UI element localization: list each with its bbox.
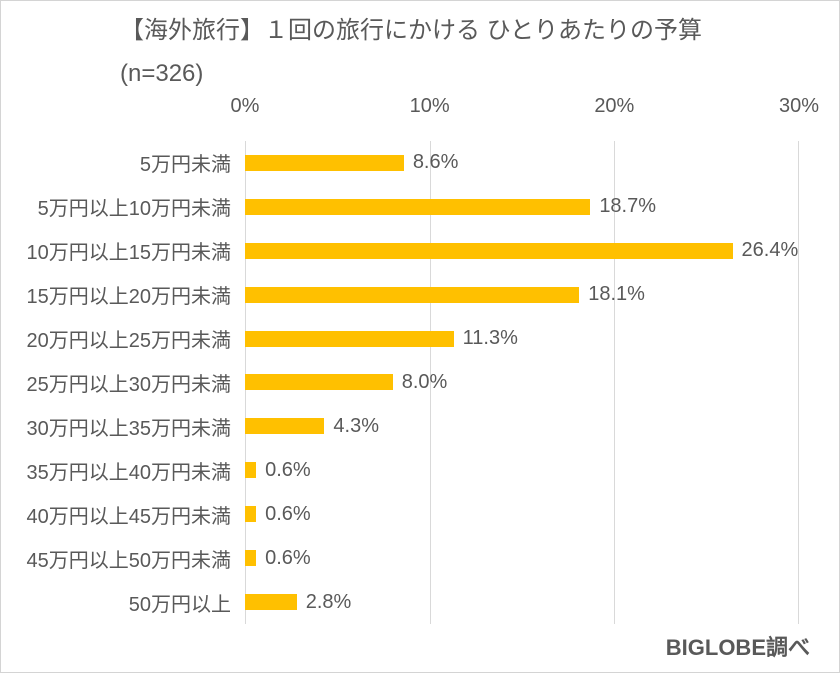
category-label: 50万円以上 <box>128 593 231 616</box>
category-label: 35万円以上40万円未満 <box>26 461 232 484</box>
bar-row: 15万円以上20万円未満 18.1% <box>27 273 799 317</box>
value-label: 2.8% <box>305 590 352 613</box>
x-tick-label: 30% <box>778 95 820 117</box>
category-label: 30万円以上35万円未満 <box>26 417 232 440</box>
category-label: 45万円以上50万円未満 <box>26 549 232 572</box>
value-label: 0.6% <box>265 502 311 525</box>
x-tick-label: 20% <box>594 95 635 117</box>
value-label: 26.4% <box>741 239 799 262</box>
gridline <box>614 141 616 624</box>
bar <box>245 198 591 215</box>
source-credit: BIGLOBE調べ <box>665 635 810 660</box>
value-label: 18.7% <box>599 195 657 218</box>
value-label: 8.6% <box>412 151 459 174</box>
bar-row: 30万円以上35万円未満 4.3% <box>27 404 799 448</box>
bar-row: 50万円以上 2.8% <box>129 580 799 624</box>
value-label: 11.3% <box>462 327 518 350</box>
bar-row: 35万円以上40万円未満 0.6% <box>27 448 799 492</box>
bar <box>245 462 257 479</box>
bar-row: 5万円未満 8.6% <box>140 141 799 185</box>
category-label: 25万円以上30万円未満 <box>26 373 232 396</box>
value-label: 8.0% <box>401 370 448 393</box>
x-tick-label: 0% <box>230 95 260 117</box>
bar-row: 45万円以上50万円未満 0.6% <box>27 536 799 580</box>
category-label: 40万円以上45万円未満 <box>26 505 232 528</box>
value-label: 4.3% <box>333 414 379 437</box>
gridline <box>798 141 799 624</box>
value-label: 0.6% <box>265 546 311 569</box>
bar <box>245 550 257 567</box>
x-tick-label: 10% <box>409 95 450 117</box>
bar-rows: 5万円未満 8.6% 5万円以上10万円未満 18.7% 10万円以上15万円未満 26.… <box>27 141 799 624</box>
bar <box>245 154 404 171</box>
gridline <box>429 141 431 624</box>
category-label: 15万円以上20万円未満 <box>26 286 232 309</box>
x-axis: 0% 10% 20% 30% <box>231 95 819 121</box>
value-label: 18.1% <box>588 283 645 306</box>
bar <box>245 330 454 347</box>
bar <box>245 286 580 303</box>
bar-row: 40万円以上45万円未満 0.6% <box>27 492 799 536</box>
bar-row: 20万円以上25万円未満 11.3% <box>27 317 799 361</box>
category-label: 10万円以上15万円未満 <box>26 242 232 265</box>
category-label: 20万円以上25万円未満 <box>26 330 232 353</box>
chart-title: 【海外旅行】１回の旅行にかける ひとりあたりの予算 <box>120 17 702 44</box>
bar <box>245 594 297 611</box>
bar <box>245 242 733 259</box>
bar-row: 5万円以上10万円未満 18.7% <box>38 185 799 229</box>
bar-row: 10万円以上15万円未満 26.4% <box>27 229 799 273</box>
bar-row: 25万円以上30万円未満 8.0% <box>27 361 799 405</box>
value-label: 0.6% <box>265 458 311 481</box>
bar <box>245 418 325 435</box>
bar <box>245 506 257 523</box>
chart-subtitle: (n=326) <box>120 60 204 87</box>
category-label: 5万円未満 <box>139 154 231 177</box>
category-label: 5万円以上10万円未満 <box>37 198 231 221</box>
bar <box>245 374 393 391</box>
plot-area: 5万円未満 8.6% 5万円以上10万円未満 18.7% 10万円以上15万円未満 26.… <box>27 141 799 624</box>
